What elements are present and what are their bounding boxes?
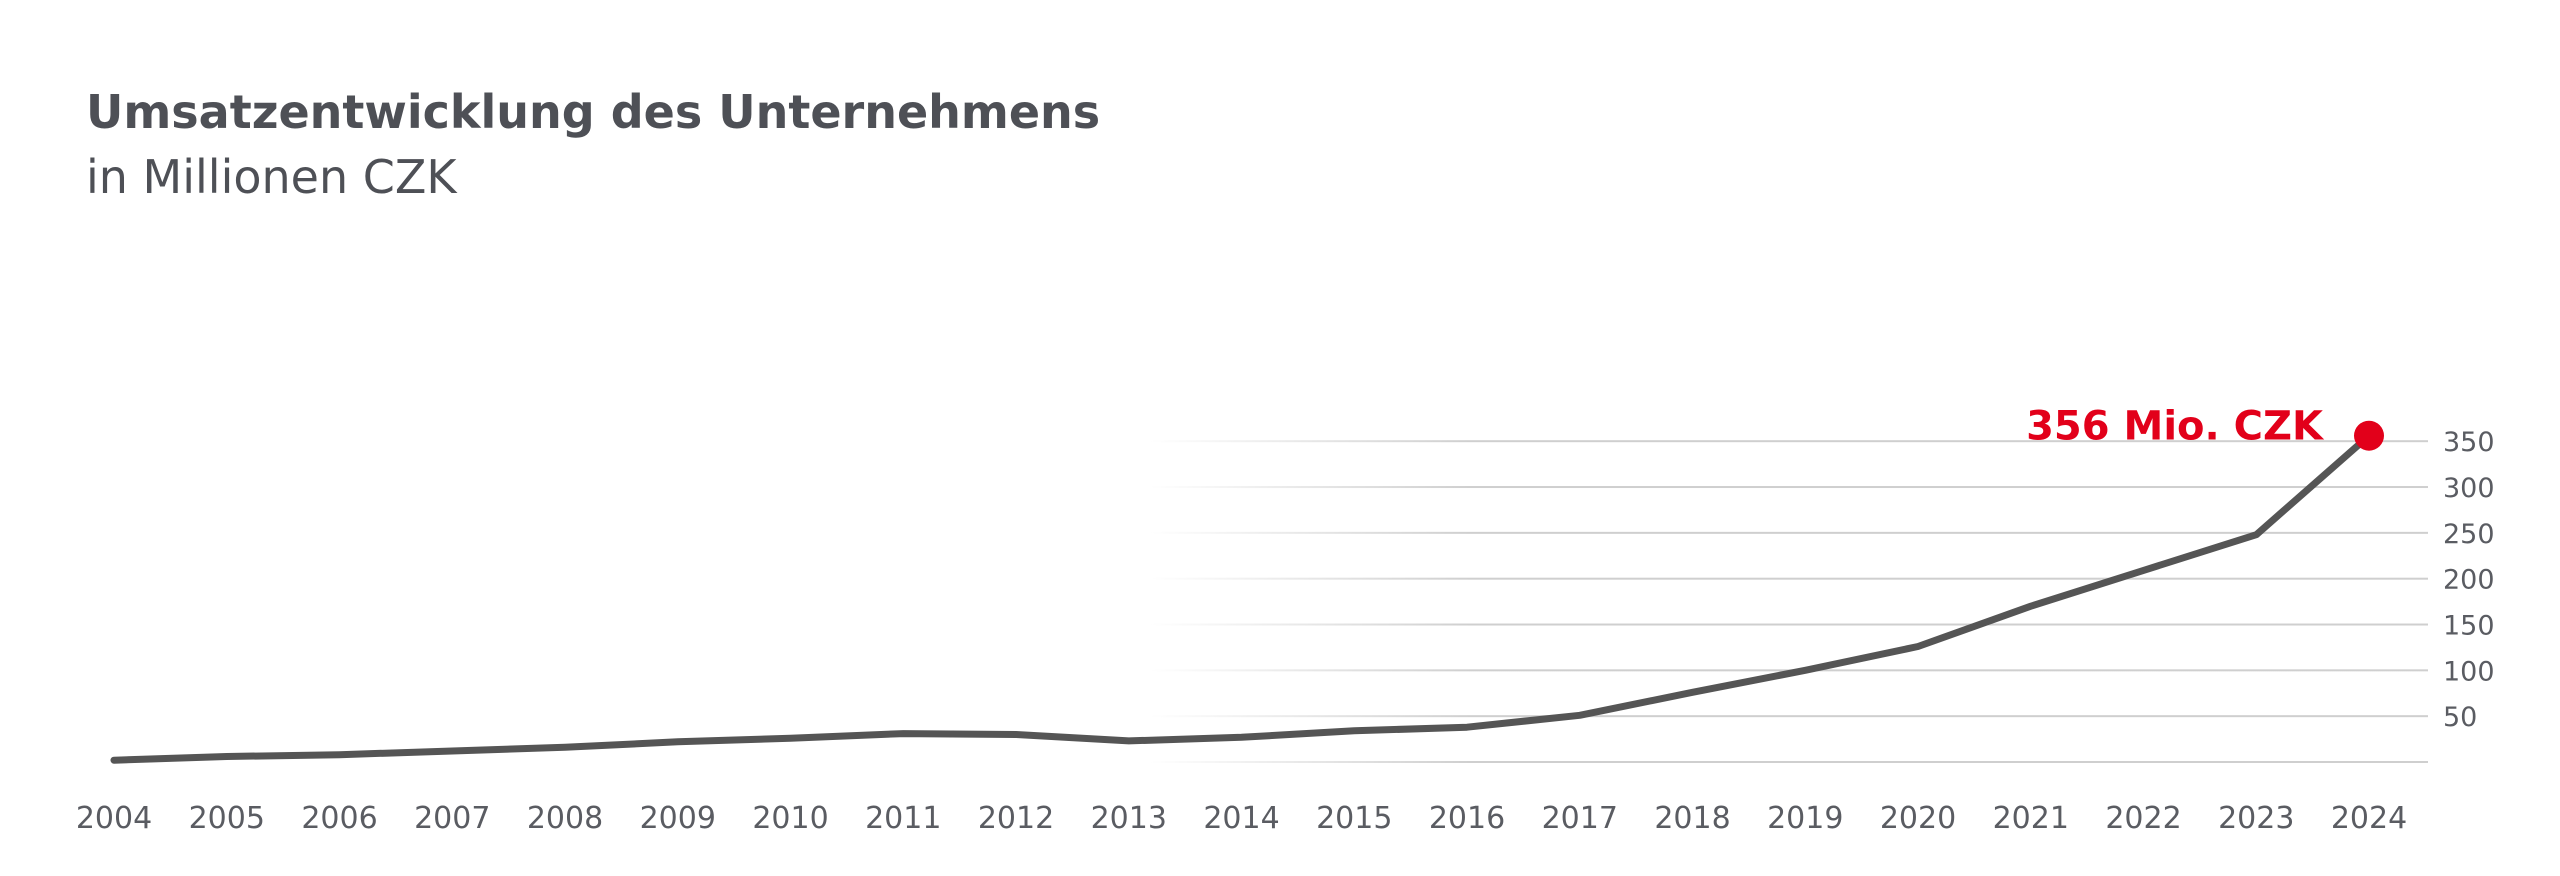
x-tick-label-2021: 2021: [1993, 801, 2069, 836]
x-tick-label-2019: 2019: [1767, 801, 1843, 836]
last-value-annotation: 356 Mio. CZK: [2026, 404, 2325, 450]
series-line-group: [110, 432, 2373, 764]
x-axis-tick-labels: 2004 2005 2006 2007 2008 2009 2010 2011 2012 2013…: [76, 801, 2407, 836]
y-tick-label-250: 250: [2443, 519, 2495, 550]
x-tick-label-2005: 2005: [189, 801, 265, 836]
y-tick-label-50: 50: [2443, 702, 2477, 733]
y-tick-label-200: 200: [2443, 565, 2495, 596]
x-tick-label-2013: 2013: [1091, 801, 1167, 836]
gridline-150: [1150, 623, 2428, 626]
gridline-300: [1150, 486, 2428, 489]
gridline-50: [1150, 715, 2428, 718]
y-tick-label-350: 350: [2443, 427, 2495, 458]
chart-title: Umsatzentwicklung des Unternehmens: [86, 85, 1100, 139]
revenue-line: [110, 432, 2373, 764]
chart-subtitle: in Millionen CZK: [86, 150, 458, 204]
x-tick-label-2023: 2023: [2218, 801, 2294, 836]
y-tick-label-100: 100: [2443, 656, 2495, 687]
x-tick-label-2018: 2018: [1654, 801, 1730, 836]
x-tick-label-2016: 2016: [1429, 801, 1505, 836]
highlight-point: [2354, 420, 2384, 451]
gridline-350: [1150, 440, 2428, 443]
x-tick-label-2022: 2022: [2105, 801, 2181, 836]
y-tick-label-150: 150: [2443, 611, 2495, 642]
grid-lines: [1150, 440, 2428, 763]
x-tick-label-2011: 2011: [865, 801, 941, 836]
baseline: [1150, 761, 2428, 763]
y-axis-tick-labels: 50 100 150 200 250 300 350: [2443, 427, 2495, 733]
x-tick-label-2007: 2007: [414, 801, 490, 836]
x-tick-label-2012: 2012: [978, 801, 1054, 836]
x-tick-label-2008: 2008: [527, 801, 603, 836]
x-tick-label-2006: 2006: [301, 801, 377, 836]
y-tick-label-300: 300: [2443, 473, 2495, 504]
x-tick-label-2004: 2004: [76, 801, 152, 836]
x-tick-label-2014: 2014: [1203, 801, 1279, 836]
x-tick-label-2017: 2017: [1542, 801, 1618, 836]
x-tick-label-2010: 2010: [752, 801, 828, 836]
x-tick-label-2020: 2020: [1880, 801, 1956, 836]
gridline-250: [1150, 531, 2428, 534]
x-tick-label-2015: 2015: [1316, 801, 1392, 836]
gridline-200: [1150, 577, 2428, 580]
x-tick-label-2009: 2009: [640, 801, 716, 836]
x-tick-label-2024: 2024: [2331, 801, 2407, 836]
